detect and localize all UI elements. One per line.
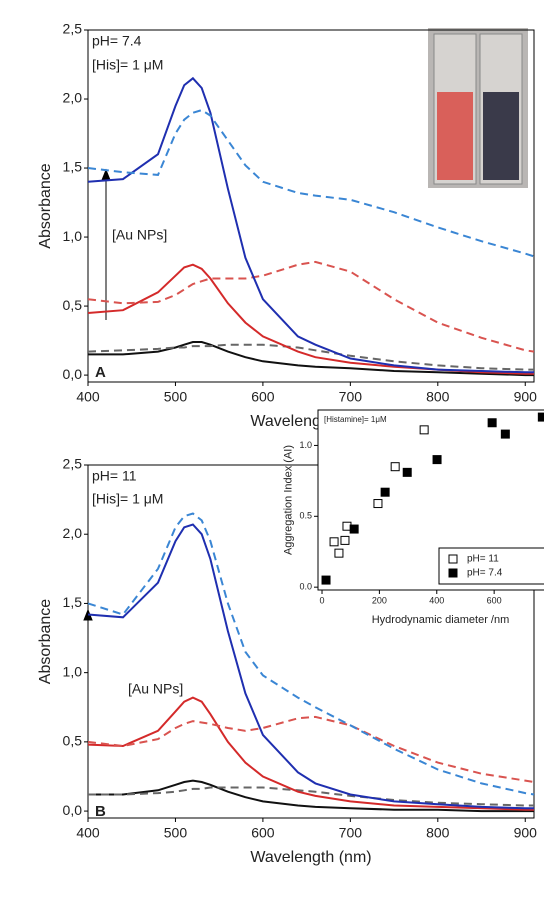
scatter-point — [373, 499, 383, 509]
x-tick-label: 500 — [164, 825, 188, 841]
scatter-point — [380, 487, 390, 497]
x-tick-label: 600 — [251, 389, 275, 405]
scatter-point — [419, 425, 429, 435]
scatter-point — [432, 455, 442, 465]
plot-frame — [87, 29, 535, 383]
y-tick-label: 0,0 — [63, 802, 83, 818]
legend-marker — [448, 554, 458, 564]
y-tick-label: 1.0 — [299, 440, 312, 450]
legend-label: pH= 7.4 — [467, 568, 503, 579]
x-tick-label: 400 — [429, 595, 444, 605]
x-tick-label: 0 — [320, 595, 325, 605]
legend-box — [438, 547, 544, 585]
scatter-point — [340, 535, 350, 545]
scatter-point — [487, 418, 497, 428]
x-tick-label: 500 — [164, 389, 188, 405]
scatter-point — [349, 524, 359, 534]
scatter-point — [390, 462, 400, 472]
data-line — [87, 260, 535, 353]
x-axis-label: Hydrodynamic diameter /nm — [372, 614, 510, 626]
annotation: [Au NPs] — [112, 227, 167, 243]
x-tick-label: 700 — [339, 389, 363, 405]
y-axis-label: Absorbance — [37, 599, 54, 684]
x-tick-label: 800 — [426, 825, 450, 841]
data-line — [87, 512, 535, 796]
scatter-point — [334, 548, 344, 558]
x-tick-label: 600 — [487, 595, 502, 605]
y-tick-label: 0.5 — [299, 511, 312, 521]
annotation: [His]= 1 μM — [92, 57, 163, 73]
y-axis-label: Aggregation Index (AI) — [283, 445, 295, 555]
legend-marker — [448, 568, 458, 578]
scatter-point — [537, 412, 544, 422]
x-tick-label: 200 — [372, 595, 387, 605]
x-tick-label: 800 — [426, 389, 450, 405]
data-line — [88, 786, 534, 807]
data-line — [87, 263, 534, 375]
y-tick-label: 1,0 — [63, 663, 83, 679]
legend-label: pH= 11 — [467, 554, 499, 565]
scatter-point — [500, 429, 510, 439]
y-tick-label: 1,5 — [63, 159, 83, 175]
y-tick-label: 2,5 — [63, 456, 83, 472]
y-tick-label: 0,5 — [63, 733, 83, 749]
x-tick-label: 900 — [514, 825, 538, 841]
y-tick-label: 1,5 — [63, 594, 83, 610]
y-tick-label: 2,5 — [63, 21, 83, 37]
x-tick-label: 400 — [76, 825, 100, 841]
data-line — [87, 109, 535, 258]
x-tick-label: 900 — [514, 389, 538, 405]
data-line — [87, 696, 534, 811]
inset-title: [Histamine]= 1μM — [324, 415, 387, 424]
y-tick-label: 2,0 — [63, 90, 83, 106]
y-tick-label: 1,0 — [63, 228, 83, 244]
x-axis-label: Wavelength (nm) — [250, 849, 371, 866]
panel-label: B — [95, 803, 106, 820]
data-line — [87, 76, 534, 374]
data-line — [88, 341, 534, 377]
data-line — [87, 343, 534, 371]
annotation: [His]= 1 μM — [92, 491, 163, 507]
scatter-point — [329, 537, 339, 547]
data-line — [87, 715, 535, 783]
y-tick-label: 2,0 — [63, 525, 83, 541]
plot-frame — [87, 464, 535, 819]
y-tick-label: 0.0 — [299, 582, 312, 592]
y-tick-label: 0,0 — [63, 366, 83, 382]
annotation: [Au NPs] — [128, 681, 183, 697]
x-tick-label: 400 — [76, 389, 100, 405]
photo-inset — [428, 28, 528, 188]
panel-label: A — [95, 364, 106, 381]
data-line — [87, 523, 534, 810]
y-tick-label: 0,5 — [63, 297, 83, 313]
x-tick-label: 600 — [251, 825, 275, 841]
scatter-point — [402, 467, 412, 477]
y-axis-label: Absorbance — [37, 163, 54, 248]
annotation: pH= 7.4 — [92, 33, 142, 49]
annotation: pH= 11 — [92, 468, 137, 484]
data-line — [88, 779, 534, 813]
scatter-point — [321, 575, 331, 585]
x-tick-label: 700 — [339, 825, 363, 841]
